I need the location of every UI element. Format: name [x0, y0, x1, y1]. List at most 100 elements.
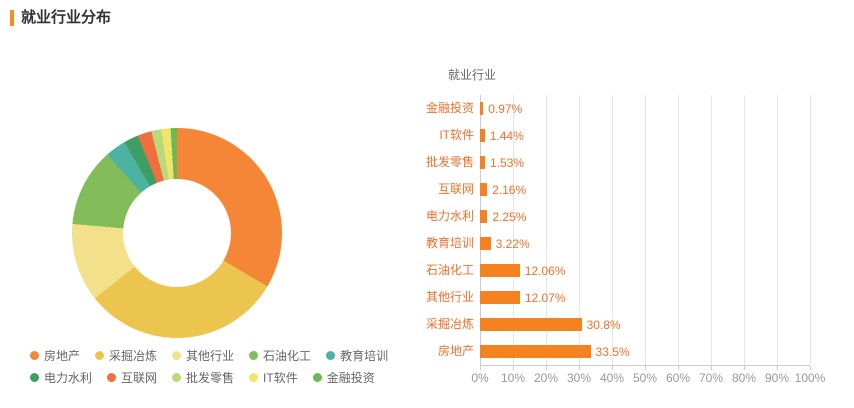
axis-tick — [744, 366, 745, 370]
gridline — [513, 95, 514, 365]
gridline — [579, 95, 580, 365]
section-header: 就业行业分布 — [10, 8, 111, 28]
donut-hole — [123, 179, 231, 287]
bar-value-label: 2.25% — [492, 209, 527, 224]
gridline — [744, 95, 745, 365]
legend-item[interactable]: 电力水利 — [30, 369, 92, 386]
legend-item[interactable]: 石油化工 — [249, 347, 311, 364]
page-title: 就业行业分布 — [21, 9, 112, 26]
legend-label: 电力水利 — [44, 370, 93, 385]
bar-x-axis-labels: 0% 10% 20% 30% 40% 50% 60% 70% 80% 90% 100% — [471, 371, 825, 387]
legend-swatch-icon — [249, 372, 259, 382]
bar-value-label: 12.07% — [524, 290, 566, 305]
bar-row: 12.07% — [480, 284, 566, 311]
bar-value-label: 30.8% — [586, 317, 621, 332]
x-axis-tick-label: 50% — [632, 371, 658, 385]
gridline — [645, 95, 646, 365]
axis-tick — [777, 366, 778, 370]
legend-swatch-icon — [30, 350, 39, 360]
x-axis-tick-label: 100% — [794, 371, 826, 385]
x-axis-tick-label: 40% — [599, 371, 625, 385]
y-axis-category-label: 石油化工 — [425, 263, 474, 277]
bar[interactable] — [480, 102, 484, 115]
bar[interactable] — [480, 318, 582, 331]
bar[interactable] — [480, 237, 491, 250]
y-axis-category-label: 电力水利 — [425, 209, 474, 223]
legend-item[interactable]: 批发零售 — [172, 369, 234, 386]
bar[interactable] — [480, 345, 591, 358]
legend-label: 房地产 — [44, 348, 81, 363]
x-axis-tick-label: 10% — [500, 371, 526, 385]
legend-swatch-icon — [172, 372, 182, 382]
bar-row: 33.5% — [480, 338, 630, 365]
bar-value-label: 1.53% — [490, 155, 525, 170]
legend-item[interactable]: 互联网 — [107, 369, 157, 386]
x-axis-tick-label: 0% — [471, 371, 489, 385]
legend-item[interactable]: 其他行业 — [172, 347, 234, 364]
bar-row: 2.16% — [480, 176, 526, 203]
y-axis-category-label: IT软件 — [439, 128, 474, 142]
x-axis-tick-label: 60% — [665, 371, 691, 385]
legend-item[interactable]: IT软件 — [249, 369, 298, 386]
y-axis-category-label: 教育培训 — [425, 236, 474, 250]
legend-label: IT软件 — [263, 370, 298, 385]
x-axis-tick-label: 70% — [698, 371, 724, 385]
bar[interactable] — [480, 291, 520, 304]
bar-value-label: 0.97% — [488, 101, 523, 116]
bar[interactable] — [480, 156, 486, 169]
gridline — [777, 95, 778, 365]
axis-tick — [546, 366, 547, 370]
bar-chart-title: 就业行业 — [448, 68, 497, 82]
axis-tick — [513, 366, 514, 370]
gridline — [480, 95, 481, 365]
bar-plot-area: 0.97% 1.44% 1.53% 2.16% 2.25% 3.22% 12.06% 12.0… — [480, 95, 811, 370]
y-axis-category-label: 互联网 — [437, 182, 474, 196]
x-axis-tick-label: 80% — [731, 371, 757, 385]
bar-value-label: 12.06% — [524, 263, 566, 278]
bar-row: 3.22% — [480, 230, 530, 257]
bar-value-label: 33.5% — [595, 344, 630, 359]
y-axis-category-label: 批发零售 — [425, 155, 474, 169]
y-axis-category-label: 采掘冶炼 — [425, 317, 474, 331]
legend-label: 互联网 — [121, 370, 158, 385]
legend-swatch-icon — [30, 372, 39, 382]
bar-row: 1.53% — [480, 149, 524, 176]
bar[interactable] — [480, 183, 488, 196]
legend-swatch-icon — [249, 350, 259, 360]
gridline — [711, 95, 712, 365]
axis-tick — [810, 366, 811, 370]
legend-item[interactable]: 金融投资 — [312, 369, 375, 386]
axis-tick — [645, 366, 646, 370]
axis-tick — [612, 366, 613, 370]
bar-row: 30.8% — [480, 311, 621, 338]
bar-value-label: 2.16% — [492, 182, 527, 197]
pie-legend: 房地产 采掘冶炼 其他行业 石油化工 教育培训电力水利 互联网 批发零售 IT软件 金融投资 — [30, 344, 425, 388]
x-axis-line — [480, 365, 810, 366]
gridline — [546, 95, 547, 365]
bar[interactable] — [480, 210, 488, 223]
axis-tick — [678, 366, 679, 370]
legend-swatch-icon — [107, 372, 117, 382]
legend-label: 其他行业 — [186, 348, 235, 363]
x-axis-tick-label: 20% — [533, 371, 559, 385]
axis-tick — [711, 366, 712, 370]
bar-value-label: 3.22% — [495, 236, 530, 251]
legend-label: 教育培训 — [340, 348, 389, 363]
axis-tick — [579, 366, 580, 370]
gridline — [678, 95, 679, 365]
donut-chart[interactable] — [72, 128, 282, 338]
legend-swatch-icon — [95, 350, 105, 360]
legend-row: 房地产 采掘冶炼 其他行业 石油化工 教育培训 — [30, 344, 425, 366]
legend-label: 采掘冶炼 — [109, 348, 158, 363]
bar[interactable] — [480, 264, 520, 277]
bar-row: 2.25% — [480, 203, 526, 230]
legend-item[interactable]: 教育培训 — [326, 347, 388, 364]
bar[interactable] — [480, 129, 485, 142]
gridline — [810, 95, 811, 365]
legend-label: 批发零售 — [186, 370, 235, 385]
x-axis-tick-label: 30% — [566, 371, 592, 385]
legend-item[interactable]: 房地产 — [30, 347, 80, 364]
bar-value-label: 1.44% — [489, 128, 524, 143]
legend-item[interactable]: 采掘冶炼 — [95, 347, 157, 364]
